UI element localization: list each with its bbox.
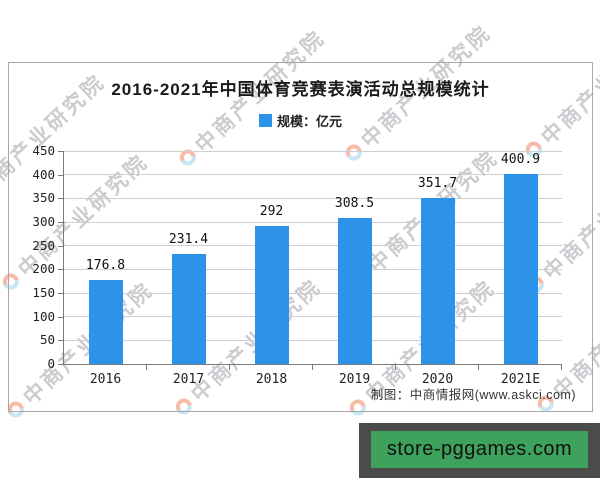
y-axis-tick-mark [58,316,63,318]
y-axis-tick-mark [58,245,63,247]
x-axis-tick-label: 2016 [89,372,122,387]
gridline [64,316,562,318]
bar-value-label: 400.9 [500,152,541,168]
y-axis-tick-mark [58,198,63,200]
y-axis-tick-label: 400 [32,166,55,182]
x-axis-tick-mark [478,365,479,370]
y-axis-tick-mark [58,222,63,223]
y-axis-tick-mark [58,364,63,365]
gridline [64,268,562,270]
bar [420,197,455,364]
bar-column: 231.4 2017 [147,151,230,387]
bar-column: 400.9 2021E [479,151,562,387]
bar [88,280,123,364]
gridline [64,150,562,152]
gridline [64,292,562,294]
gridline [64,245,562,247]
bar-column: 308.5 2019 [313,151,396,387]
bar [254,225,289,364]
x-axis-tick-label: 2017 [172,372,205,387]
chart-panel: 2016-2021年中国体育竞赛表演活动总规模统计 规模：亿元 176.8 201… [8,62,593,412]
bar-column: 176.8 2016 [64,151,147,387]
x-axis-tick-mark [312,365,313,370]
x-axis-tick-mark [229,365,230,370]
y-axis-tick-mark [58,151,63,152]
y-axis-tick-mark [58,293,63,294]
bar [337,217,372,364]
x-axis-tick-label: 2018 [255,372,288,387]
bar-value-label: 292 [259,203,284,219]
site-badge: store-pggames.com [359,423,600,478]
bar-value-label: 351.7 [417,175,458,191]
chart-title: 2016-2021年中国体育竞赛表演活动总规模统计 [111,80,490,99]
bar-column: 351.7 2020 [396,151,479,387]
bar-column: 292 2018 [230,151,313,387]
bar-value-label: 308.5 [334,195,375,211]
y-axis-tick-label: 300 [32,214,55,229]
x-axis-tick-label: 2021E [500,372,541,387]
legend-label: 规模：亿元 [276,114,342,129]
y-axis-tick-label: 150 [32,285,55,300]
bar [171,254,206,364]
x-axis-tick-mark [561,365,562,370]
y-axis-tick-label: 200 [32,261,55,277]
y-axis-tick-mark [58,174,63,176]
x-axis-tick-mark [146,365,147,370]
y-axis-tick-label: 50 [39,332,55,348]
bar-value-label: 176.8 [85,258,126,274]
x-axis-tick-mark [395,365,396,370]
gridline [64,339,562,341]
x-axis-tick-label: 2019 [338,372,371,387]
y-axis-tick-mark [58,340,63,342]
bar [503,174,538,364]
y-axis-tick-mark [58,269,63,271]
y-axis-tick-label: 350 [32,190,55,206]
y-axis-tick-label: 100 [32,308,55,324]
site-badge-text: store-pggames.com [386,438,573,460]
x-axis-tick-label: 2020 [421,372,454,387]
legend-swatch-icon [258,114,272,127]
gridline [64,197,562,199]
site-badge-inner: store-pggames.com [371,431,588,468]
bar-value-label: 231.4 [168,232,209,248]
y-axis-tick-label: 0 [47,356,55,371]
source-credit: 制图：中商情报网(www.askci.com) [370,388,576,402]
plot-area: 176.8 2016 231.4 2017 292 2018 308.5 2019 351.7 2… [63,150,562,387]
y-axis-tick-label: 250 [32,237,55,253]
y-axis-tick-label: 450 [32,143,55,158]
gridline [64,221,562,223]
legend: 规模：亿元 [9,111,592,130]
gridline [64,174,562,176]
